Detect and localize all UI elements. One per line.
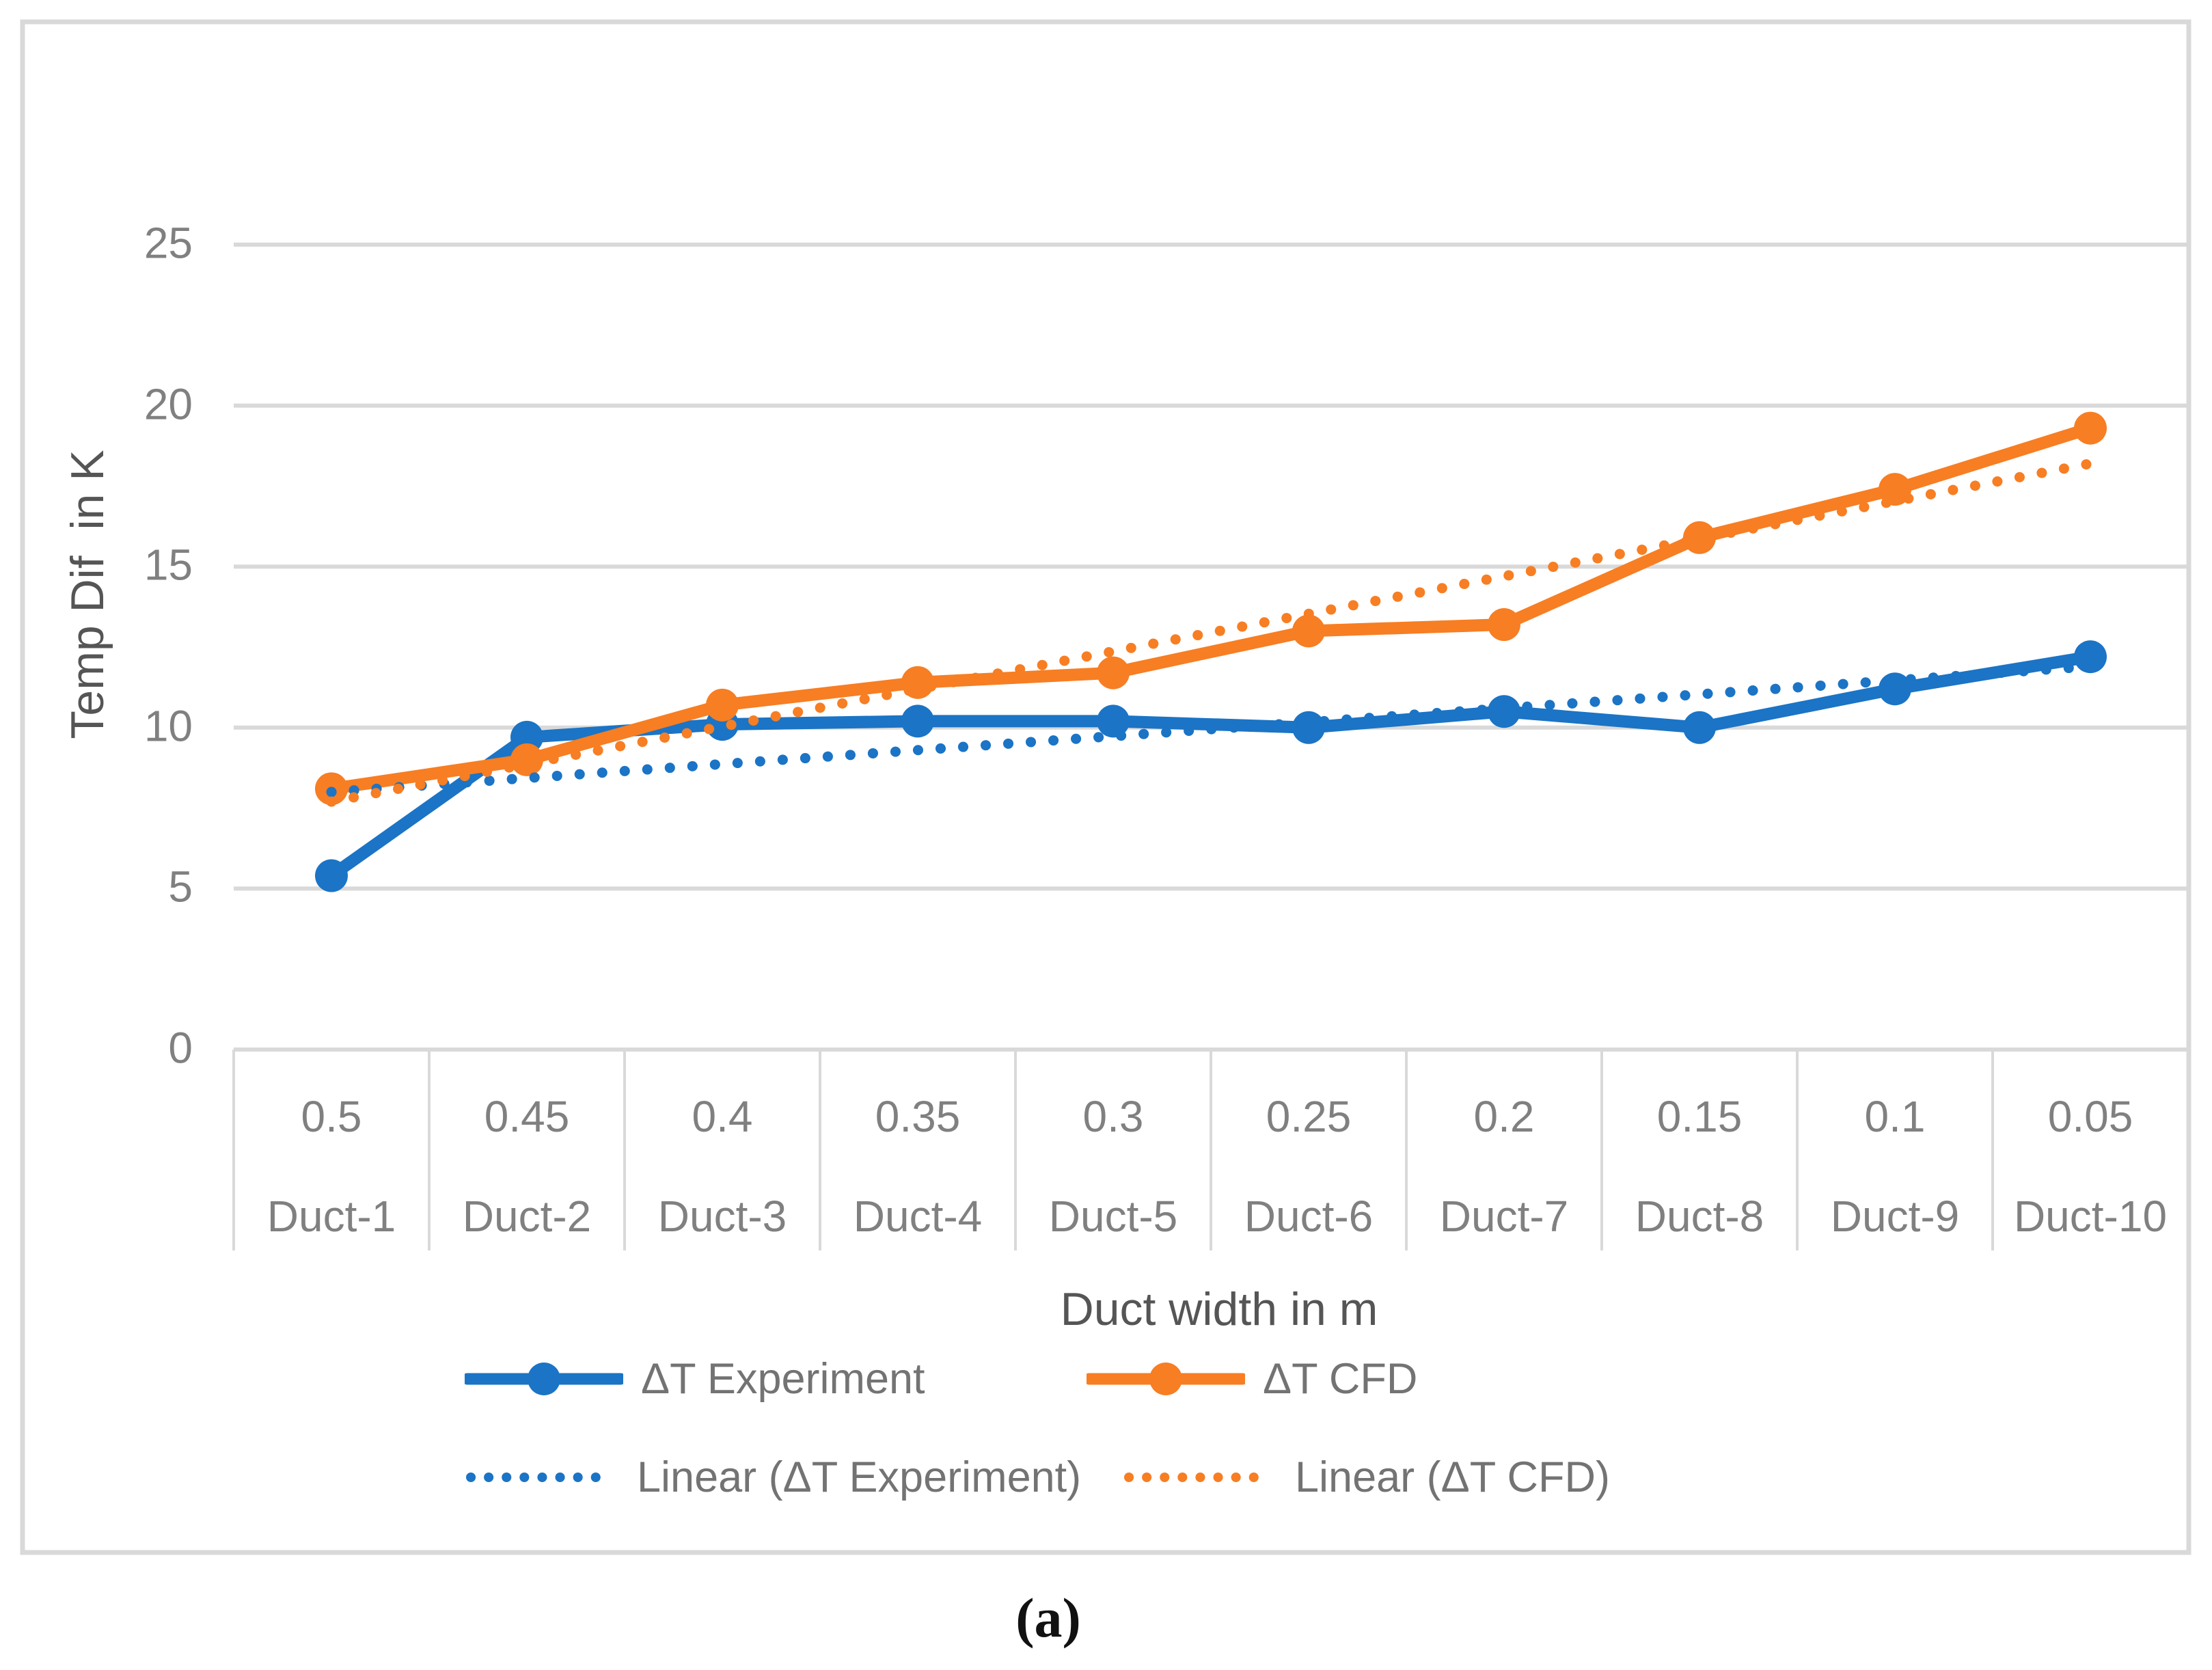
data-point-1-Duct-8 xyxy=(1683,521,1716,554)
category-width-label-Duct-4: 0.35 xyxy=(875,1092,961,1141)
category-width-label-Duct-3: 0.4 xyxy=(692,1092,753,1141)
category-duct-label-Duct-4: Duct-4 xyxy=(853,1192,983,1241)
data-point-0-Duct-4 xyxy=(901,704,934,738)
y-axis-title: Temp Dif in K xyxy=(62,450,113,739)
data-point-1-Duct-3 xyxy=(706,688,739,722)
legend-item-experiment: ΔT Experiment xyxy=(465,1354,925,1404)
category-duct-label-Duct-10: Duct-10 xyxy=(2013,1192,2168,1241)
x-axis-title: Duct width in m xyxy=(1060,1283,1378,1335)
category-duct-label-Duct-6: Duct-6 xyxy=(1244,1192,1374,1241)
data-point-1-Duct-9 xyxy=(1879,473,1911,506)
y-tick-label-5: 5 xyxy=(168,862,193,912)
category-duct-label-Duct-5: Duct-5 xyxy=(1048,1192,1178,1241)
legend-solid-line-marker-icon xyxy=(1087,1363,1245,1395)
legend-label-experiment: ΔT Experiment xyxy=(641,1355,925,1403)
category-width-label-Duct-6: 0.25 xyxy=(1266,1092,1352,1141)
category-width-label-Duct-7: 0.2 xyxy=(1473,1092,1535,1141)
y-tick-label-10: 10 xyxy=(144,701,193,751)
data-point-1-Duct-10 xyxy=(2074,411,2107,445)
data-point-0-Duct-1 xyxy=(315,859,348,892)
y-tick-label-25: 25 xyxy=(144,218,193,268)
category-width-label-Duct-2: 0.45 xyxy=(484,1092,570,1141)
data-point-0-Duct-5 xyxy=(1097,704,1130,738)
data-point-0-Duct-10 xyxy=(2074,640,2107,674)
legend-item-linear-experiment: Linear (ΔT Experiment) xyxy=(465,1453,1081,1502)
category-width-label-Duct-1: 0.5 xyxy=(301,1092,362,1141)
legend-label-cfd: ΔT CFD xyxy=(1263,1355,1418,1403)
y-tick-label-15: 15 xyxy=(144,540,193,590)
figure-caption: (a) xyxy=(1015,1587,1081,1649)
category-duct-label-Duct-8: Duct-8 xyxy=(1635,1192,1764,1241)
y-tick-label-20: 20 xyxy=(144,379,193,429)
category-duct-label-Duct-7: Duct-7 xyxy=(1439,1192,1569,1241)
legend-label-linear-experiment: Linear (ΔT Experiment) xyxy=(637,1453,1082,1501)
legend-item-cfd: ΔT CFD xyxy=(1087,1354,1417,1404)
category-width-label-Duct-8: 0.15 xyxy=(1656,1092,1743,1141)
data-point-1-Duct-7 xyxy=(1488,608,1520,642)
data-point-1-Duct-2 xyxy=(510,743,543,776)
data-point-1-Duct-6 xyxy=(1292,614,1325,648)
data-point-0-Duct-8 xyxy=(1683,711,1716,744)
data-point-0-Duct-2 xyxy=(510,720,543,754)
legend-item-linear-cfd: Linear (ΔT CFD) xyxy=(1123,1453,1610,1502)
legend-label-linear-cfd: Linear (ΔT CFD) xyxy=(1295,1453,1610,1501)
trendline-1 xyxy=(326,458,2096,807)
y-tick-label-0: 0 xyxy=(168,1023,193,1073)
legend-dotted-line-icon xyxy=(1124,1473,1276,1482)
legend-solid-line-marker-icon xyxy=(465,1363,623,1395)
category-duct-label-Duct-9: Duct-9 xyxy=(1830,1192,1960,1241)
category-width-label-Duct-9: 0.1 xyxy=(1864,1092,1926,1141)
category-duct-label-Duct-2: Duct-2 xyxy=(462,1192,592,1241)
category-width-label-Duct-10: 0.05 xyxy=(2047,1092,2133,1141)
data-point-0-Duct-6 xyxy=(1292,711,1325,744)
category-duct-label-Duct-1: Duct-1 xyxy=(267,1192,396,1241)
trendline-0 xyxy=(326,661,2096,797)
category-duct-label-Duct-3: Duct-3 xyxy=(657,1192,787,1241)
series-line-1 xyxy=(325,422,2097,795)
legend-dotted-line-icon xyxy=(466,1473,618,1482)
category-width-label-Duct-5: 0.3 xyxy=(1082,1092,1144,1141)
data-point-1-Duct-5 xyxy=(1097,656,1130,689)
